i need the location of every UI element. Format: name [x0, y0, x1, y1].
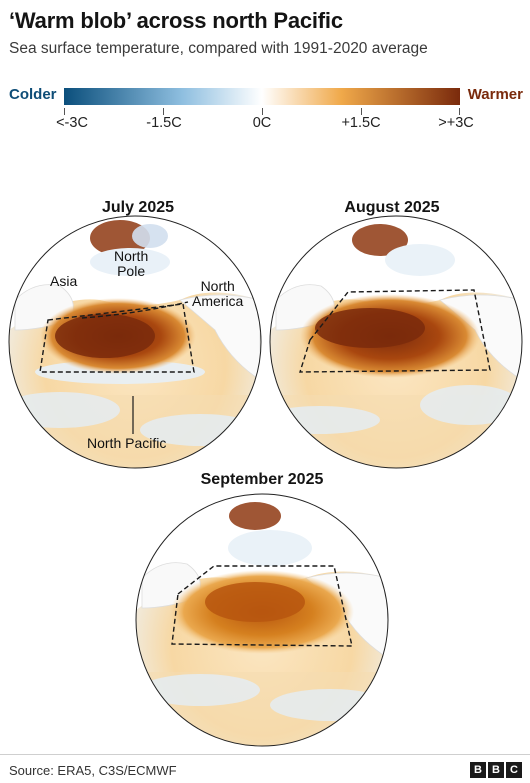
- footer-divider: [0, 754, 530, 755]
- legend-tick: [459, 108, 460, 115]
- legend-tick-label: +1.5C: [341, 115, 381, 131]
- legend-tick: [64, 108, 65, 115]
- blob-region-outline-august: [299, 289, 491, 373]
- bbc-logo-letter: B: [470, 762, 486, 778]
- bbc-logo: B B C: [470, 762, 522, 778]
- label-north-pole-line2: Pole: [117, 263, 146, 279]
- source-note: Source: ERA5, C3S/ECMWF: [9, 763, 177, 778]
- legend-tick-label: -1.5C: [146, 115, 182, 131]
- map-title-july: July 2025: [101, 199, 175, 216]
- legend-tick: [361, 108, 362, 115]
- bbc-logo-letter: B: [488, 762, 504, 778]
- legend-tick-label: 0C: [252, 115, 272, 131]
- legend-tick-label: >+3C: [438, 115, 474, 131]
- blob-region-outline-september: [171, 565, 353, 647]
- label-north-america-line2: America: [192, 293, 244, 309]
- label-asia: Asia: [50, 273, 78, 289]
- chart-subtitle: Sea surface temperature, compared with 1…: [9, 40, 428, 57]
- globe-august: [270, 216, 522, 468]
- globe-september: [136, 494, 388, 746]
- legend-colder-label: Colder: [9, 86, 57, 103]
- legend-tick: [163, 108, 164, 115]
- label-north-pacific: North Pacific: [87, 435, 167, 451]
- legend-color-scale: [64, 88, 460, 105]
- label-north-pole-line1: North: [114, 248, 149, 264]
- map-title-august: August 2025: [344, 199, 440, 216]
- chart-title: ‘Warm blob’ across north Pacific: [9, 8, 343, 33]
- label-north-america: North America: [192, 279, 243, 309]
- bbc-logo-letter: C: [506, 762, 522, 778]
- label-north-america-line1: North: [200, 278, 235, 294]
- legend-tick-label: <-3C: [56, 115, 88, 131]
- legend-tick: [262, 108, 263, 115]
- label-north-pole: North Pole: [114, 249, 148, 279]
- blob-region-outline-july: [39, 303, 195, 373]
- map-title-september: September 2025: [200, 471, 324, 488]
- legend-warmer-label: Warmer: [467, 86, 523, 103]
